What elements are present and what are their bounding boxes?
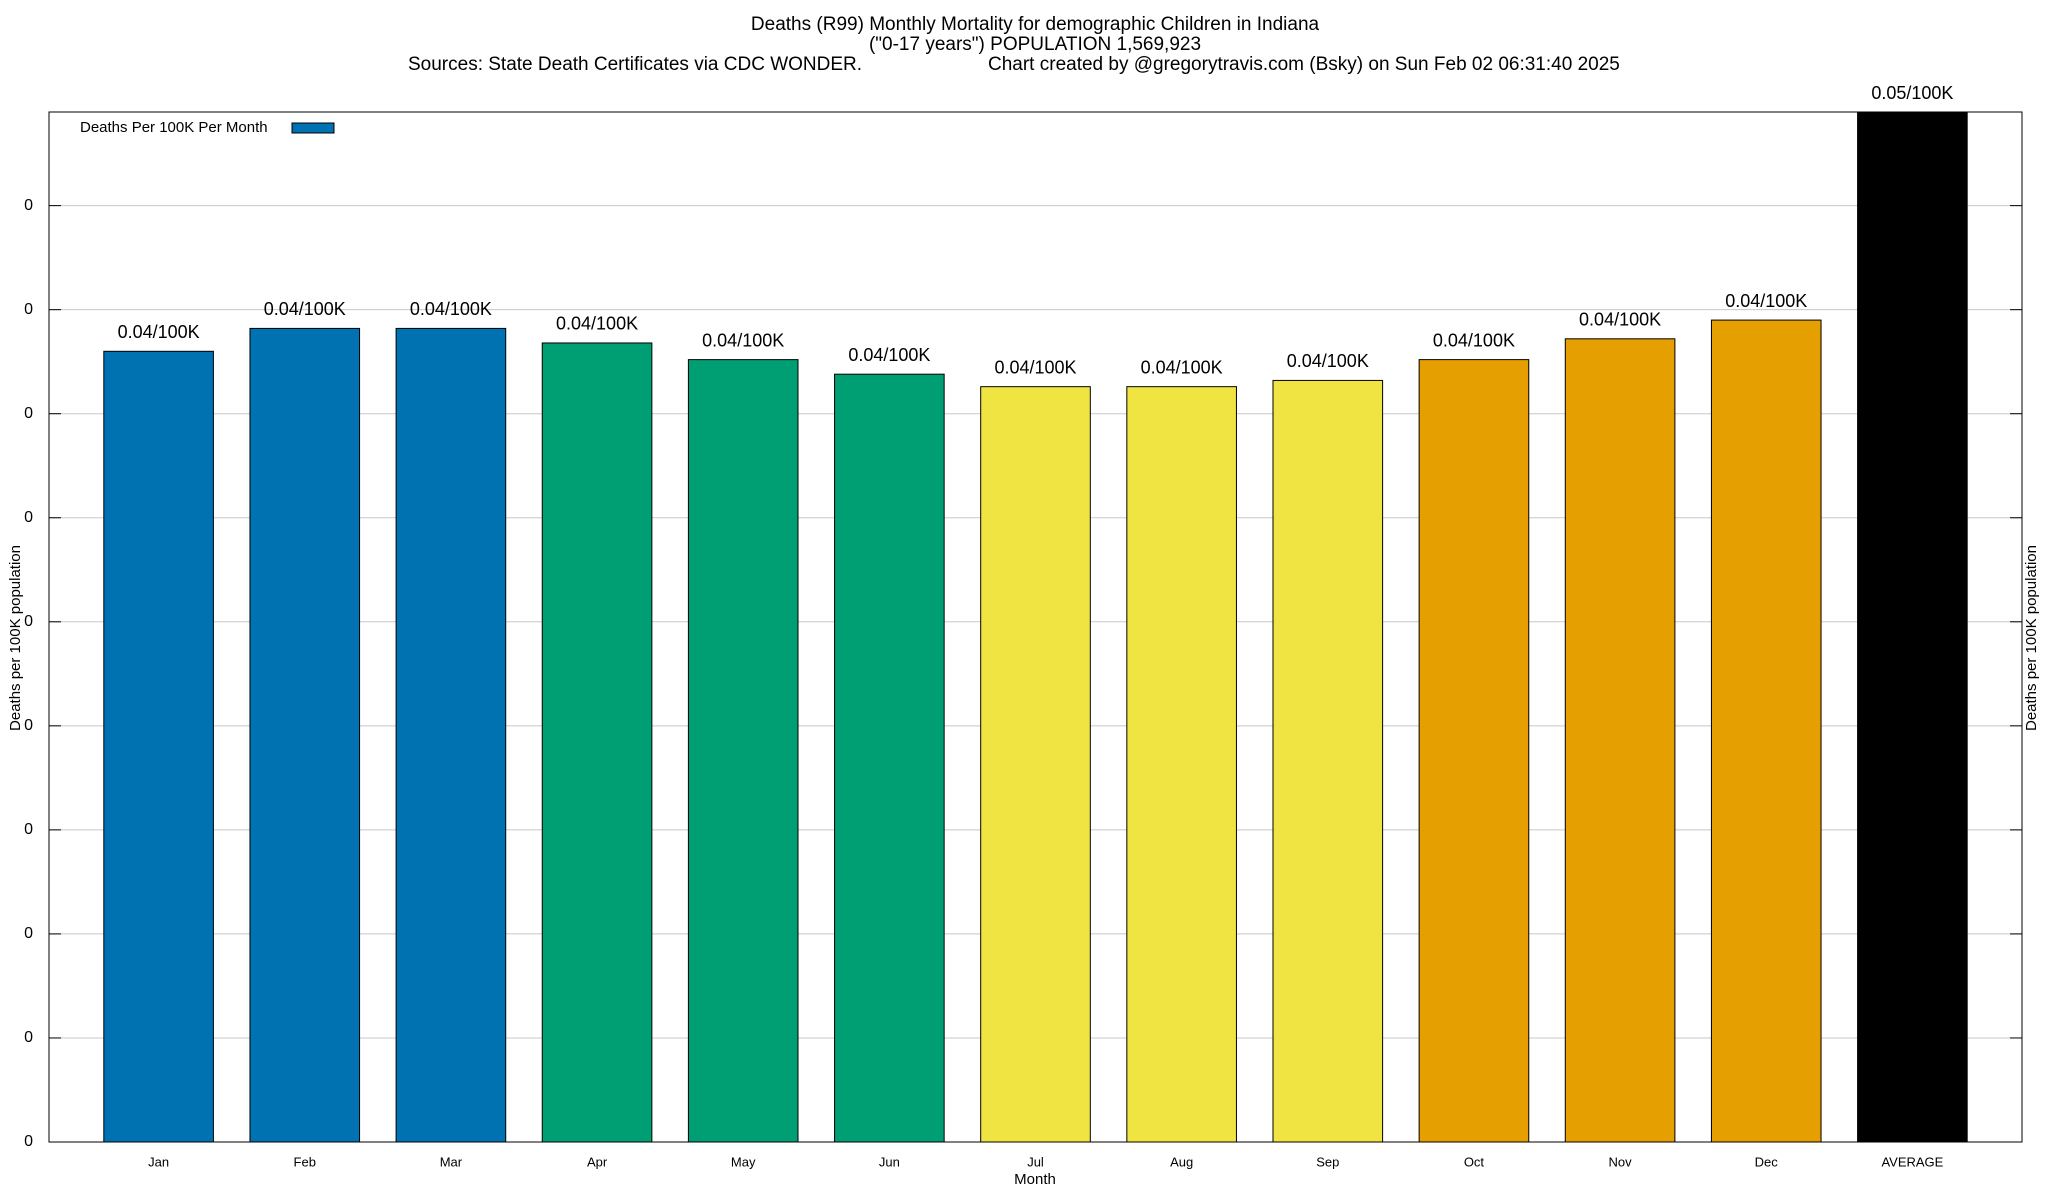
x-tick-label: Jan (148, 1154, 169, 1169)
bar (1418, 359, 1530, 1143)
bar (395, 327, 507, 1143)
y-tick-label: 0 (24, 197, 33, 214)
x-tick-label: May (731, 1154, 756, 1169)
bar (103, 350, 214, 1143)
value-label: 0.04/100K (994, 357, 1076, 377)
x-tick-label: Nov (1609, 1154, 1633, 1169)
x-axis-label: Month (1014, 1171, 1056, 1188)
y-tick-label: 0 (24, 821, 33, 838)
value-label: 0.04/100K (556, 314, 638, 334)
legend-swatch (291, 122, 335, 134)
value-label: 0.05/100K (1871, 83, 1953, 103)
bar (687, 359, 799, 1143)
y-tick-label: 0 (24, 1029, 33, 1046)
value-label: 0.04/100K (1141, 357, 1223, 377)
y-tick-label: 0 (24, 301, 33, 318)
value-label: 0.04/100K (118, 322, 200, 342)
value-label: 0.04/100K (1579, 310, 1661, 330)
bar (1564, 338, 1676, 1143)
y-tick-label: 0 (24, 613, 33, 630)
x-tick-label: Jul (1027, 1154, 1044, 1169)
legend-label: Deaths Per 100K Per Month (80, 119, 268, 136)
source-note: Sources: State Death Certificates via CD… (408, 54, 862, 75)
value-label: 0.04/100K (1287, 351, 1369, 371)
value-label: 0.04/100K (1725, 291, 1807, 311)
bar (1710, 319, 1822, 1143)
chart-subtitle: ("0-17 years") POPULATION 1,569,923 (869, 34, 1201, 55)
bar (249, 327, 361, 1143)
bar (980, 386, 1091, 1143)
bar (1857, 111, 1968, 1143)
y-tick-label: 0 (24, 717, 33, 734)
x-tick-label: AVERAGE (1881, 1154, 1943, 1169)
x-tick-label: Oct (1464, 1154, 1485, 1169)
y-tick-label: 0 (24, 405, 33, 422)
bar (1126, 386, 1237, 1143)
x-tick-label: Sep (1316, 1154, 1339, 1169)
value-label: 0.04/100K (702, 330, 784, 350)
x-tick-label: Jun (879, 1154, 900, 1169)
x-tick-label: Feb (294, 1154, 316, 1169)
credit-note: Chart created by @gregorytravis.com (Bsk… (988, 54, 1620, 75)
bar (834, 373, 945, 1143)
x-tick-label: Apr (587, 1154, 608, 1169)
value-label: 0.04/100K (1433, 330, 1515, 350)
x-tick-label: Dec (1755, 1154, 1779, 1169)
x-tick-label: Aug (1170, 1154, 1193, 1169)
value-label: 0.04/100K (410, 299, 492, 319)
bar (1272, 379, 1384, 1143)
chart-title: Deaths (R99) Monthly Mortality for demog… (751, 14, 1320, 35)
value-label: 0.04/100K (848, 345, 930, 365)
y-tick-label: 0 (24, 1133, 33, 1150)
plot-frame (48, 111, 2023, 1143)
bar (541, 342, 653, 1143)
y-axis-label: Deaths per 100K population (7, 545, 24, 731)
value-label: 0.04/100K (264, 299, 346, 319)
y-tick-label: 0 (24, 509, 33, 526)
y-tick-label: 0 (24, 925, 33, 942)
x-tick-label: Mar (440, 1154, 463, 1169)
y2-axis-label: Deaths per 100K population (2023, 545, 2040, 731)
